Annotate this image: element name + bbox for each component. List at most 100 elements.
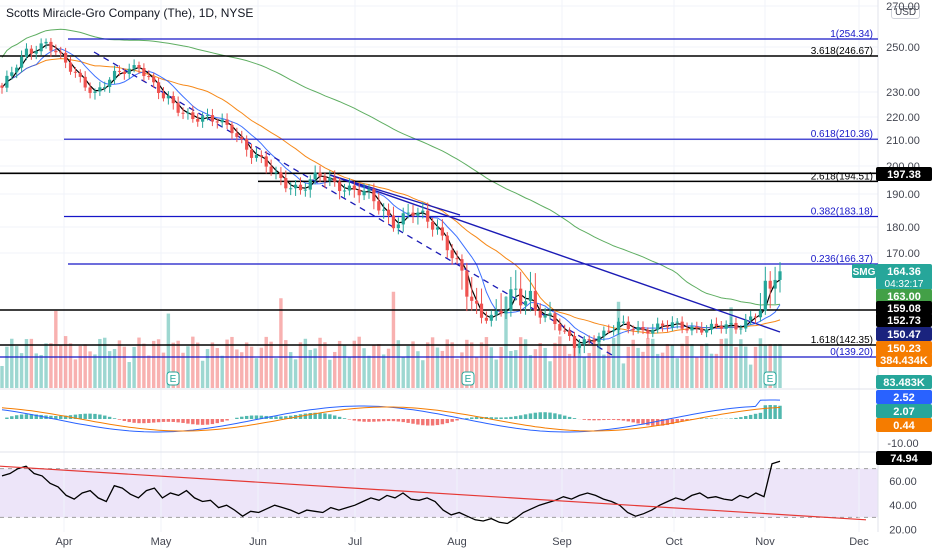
earnings-marker-box xyxy=(461,371,475,386)
candle-body xyxy=(734,322,738,330)
macd-histogram-bar xyxy=(210,419,215,425)
macd-tick-label: -10.00 xyxy=(887,438,918,450)
candle-body xyxy=(377,201,381,211)
macd-histogram-bar xyxy=(313,412,317,419)
volume-bar xyxy=(161,352,166,388)
macd-histogram-bar xyxy=(14,415,19,419)
rsi-trendline xyxy=(0,465,867,521)
candle-body xyxy=(631,328,635,331)
candle-body xyxy=(235,133,239,137)
candle-body xyxy=(98,87,102,92)
candle-body xyxy=(660,323,665,326)
candle-body xyxy=(470,296,474,301)
candle-body xyxy=(416,212,420,216)
y-tick-label: 270.00 xyxy=(886,1,920,13)
volume-bar xyxy=(744,346,748,388)
volume-bar xyxy=(103,337,107,388)
rsi-badge: 74.94 xyxy=(890,453,918,465)
volume-bar xyxy=(98,338,102,388)
macd-histogram-bar xyxy=(514,416,518,419)
macd-histogram-bar xyxy=(646,419,650,426)
macd-histogram-bar xyxy=(29,414,34,419)
x-tick-label: Dec xyxy=(849,536,869,548)
y-tick-label: 230.00 xyxy=(886,87,920,99)
macd-histogram-bar xyxy=(88,413,92,419)
volume-bar xyxy=(14,346,19,388)
volume-bar xyxy=(49,343,53,388)
candle-body xyxy=(685,328,689,331)
volume-bar xyxy=(675,358,679,388)
volume-bar xyxy=(249,346,254,388)
currency-button[interactable]: USD xyxy=(891,6,921,19)
candle-body xyxy=(152,76,156,83)
candle-body xyxy=(577,344,581,348)
volume-bar xyxy=(386,348,391,388)
candle-body xyxy=(117,70,122,72)
candle-body xyxy=(572,335,577,348)
candle-body xyxy=(15,67,19,73)
candle-body xyxy=(44,41,48,44)
price-badge-bg xyxy=(876,289,932,303)
candle-body xyxy=(333,177,337,182)
macd-histogram-bar xyxy=(107,416,112,419)
macd-badge: 2.52 xyxy=(893,392,914,404)
candle-body xyxy=(533,290,537,311)
grid-layer xyxy=(0,0,932,532)
macd-histogram-bar xyxy=(631,419,635,423)
macd-histogram-bar xyxy=(528,413,533,419)
macd-histogram-bar xyxy=(5,417,9,419)
macd-histogram-bar xyxy=(323,413,327,419)
volume-bar xyxy=(450,342,454,388)
candle-body xyxy=(259,154,263,157)
volume-bar xyxy=(68,343,73,388)
candle-body xyxy=(396,224,400,229)
candle-body xyxy=(132,65,136,69)
volume-bar xyxy=(112,348,117,388)
candle-body xyxy=(122,71,126,74)
fib-level-label: 0.618(210.36) xyxy=(811,129,873,140)
fib-level-label: 1(254.34) xyxy=(830,29,873,40)
macd-histogram-bar xyxy=(636,419,640,424)
macd-histogram-bar xyxy=(176,419,180,423)
macd-histogram-bar xyxy=(753,413,758,419)
candle-body xyxy=(29,48,33,54)
macd-histogram-bar xyxy=(34,414,38,419)
rsi-badge-bg xyxy=(876,451,932,465)
candle-body xyxy=(440,227,444,236)
macd-histogram-bar xyxy=(132,419,136,423)
price-badge-bg xyxy=(876,313,932,327)
macd-histogram-bar xyxy=(597,419,601,421)
volume-bar xyxy=(377,344,381,388)
volume-bar xyxy=(753,346,758,388)
volume-bar xyxy=(318,337,322,388)
volume-bar xyxy=(132,347,136,388)
volume-bar xyxy=(181,352,185,388)
candle-body xyxy=(249,149,254,158)
volume-bar xyxy=(714,353,719,388)
macd-histogram-bar xyxy=(416,419,420,425)
macd-histogram-bar xyxy=(445,419,449,424)
macd-histogram-bar xyxy=(685,419,689,421)
volume-bar xyxy=(499,346,503,388)
candle-body xyxy=(651,329,655,334)
price-badge: 150.23 xyxy=(887,343,921,355)
candle-body xyxy=(318,172,322,177)
volume-bar xyxy=(230,336,234,388)
candle-body xyxy=(548,313,552,316)
candle-body xyxy=(59,52,63,54)
macd-histogram-bar xyxy=(509,416,513,419)
volume-bar xyxy=(357,336,361,388)
volume-bar xyxy=(665,344,670,388)
volume-bar xyxy=(333,351,337,388)
candle-body xyxy=(279,172,283,179)
macd-histogram-bar xyxy=(308,412,312,419)
volume-bar xyxy=(425,342,430,388)
macd-histogram-bar xyxy=(553,413,557,419)
volume-bar xyxy=(455,358,459,388)
candle-body xyxy=(24,48,29,57)
volume-bar xyxy=(186,346,190,388)
volume-bar xyxy=(347,357,352,388)
volume-bar xyxy=(660,352,665,388)
candle-body xyxy=(435,227,440,230)
